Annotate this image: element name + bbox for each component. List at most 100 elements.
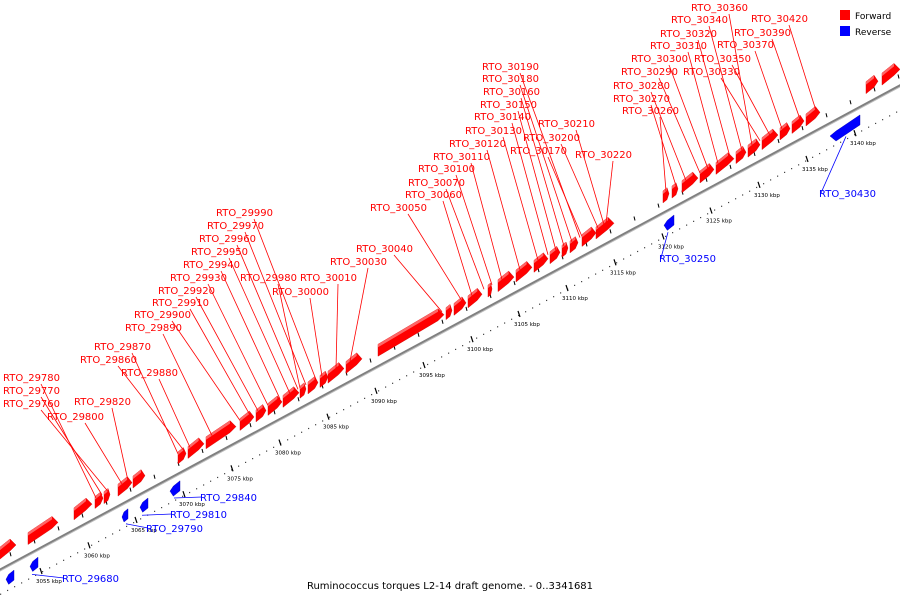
- forward-gene-label: RTO_29860: [80, 355, 137, 366]
- forward-gene-label: RTO_30060: [405, 190, 462, 201]
- forward-gene-label: RTO_30320: [660, 29, 717, 40]
- forward-label-leader: [771, 38, 801, 120]
- map-caption: Ruminococcus torques L2-14 draft genome.…: [307, 581, 593, 592]
- forward-label-leader: [520, 97, 565, 247]
- forward-gene-highlight: [882, 63, 894, 77]
- reverse-gene: [663, 214, 675, 231]
- scale-dot: [49, 567, 51, 569]
- forward-label-leader: [207, 283, 269, 406]
- forward-gene-label: RTO_30350: [694, 54, 751, 65]
- forward-gene-label: RTO_29890: [125, 323, 182, 334]
- scale-dot: [518, 314, 520, 317]
- scale-dot: [77, 552, 79, 554]
- forward-gene-highlight: [346, 352, 357, 365]
- legend: Forward Reverse: [840, 10, 892, 38]
- forward-gene-highlight: [570, 236, 576, 244]
- forward-gene-label: RTO_29980: [240, 273, 297, 284]
- forward-gene-highlight: [762, 129, 773, 141]
- forward-gene-label: RTO_30280: [613, 81, 670, 92]
- scale-dot: [385, 386, 387, 388]
- forward-gene-highlight: [188, 437, 199, 450]
- scale-dot: [21, 582, 23, 584]
- forward-label-leader: [335, 283, 339, 369]
- reverse-label-leader: [173, 496, 203, 499]
- minor-tick: [249, 422, 252, 428]
- scale-dot: [679, 228, 681, 230]
- forward-gene-label: RTO_29900: [134, 310, 191, 321]
- minor-tick: [513, 280, 516, 286]
- forward-gene-label: RTO_29880: [121, 368, 178, 379]
- scale-dot: [868, 126, 870, 128]
- forward-gene: [515, 261, 533, 283]
- forward-gene-label: RTO_30210: [538, 119, 595, 130]
- forward-gene-label: RTO_30040: [356, 244, 413, 255]
- scale-dot: [119, 529, 121, 531]
- reverse-gene-label: RTO_30250: [659, 254, 716, 265]
- forward-gene-label: RTO_30100: [418, 164, 475, 175]
- forward-gene-label: RTO_29760: [3, 399, 60, 410]
- forward-label-leader: [517, 110, 557, 251]
- scale-dot: [7, 589, 9, 592]
- scale-dot: [686, 224, 688, 226]
- reverse-gene-label: RTO_29680: [62, 574, 119, 585]
- scale-dot: [889, 115, 891, 117]
- forward-gene-label: RTO_30140: [474, 112, 531, 123]
- minor-tick: [417, 332, 420, 337]
- forward-gene-highlight: [454, 296, 462, 307]
- forward-label-leader: [708, 25, 743, 151]
- scale-tick: [853, 129, 857, 137]
- forward-label-leader: [728, 13, 753, 146]
- scale-dot: [133, 522, 135, 524]
- legend-reverse-label: Reverse: [855, 28, 892, 38]
- forward-label-leader: [455, 174, 493, 286]
- scale-dot: [826, 149, 828, 151]
- scale-dot: [420, 367, 422, 369]
- scale-dot: [322, 420, 324, 422]
- forward-gene-highlight: [268, 395, 278, 407]
- scale-tick-label: 3135 kbp: [802, 167, 828, 173]
- forward-gene-highlight: [300, 382, 304, 390]
- scale-dot: [840, 141, 842, 143]
- forward-label-leader: [277, 283, 301, 389]
- forward-gene-highlight: [133, 469, 141, 480]
- scale-dot: [105, 537, 107, 539]
- forward-gene-label: RTO_30110: [433, 152, 490, 163]
- scale-tick-label: 3095 kbp: [419, 373, 445, 379]
- forward-gene-label: RTO_30030: [330, 257, 387, 268]
- scale-dot: [392, 382, 394, 384]
- forward-label-leader: [244, 231, 307, 386]
- scale-dot: [140, 518, 142, 520]
- forward-label-leader: [658, 77, 701, 174]
- scale-dot: [490, 329, 492, 332]
- scale-dot: [623, 258, 625, 260]
- scale-tick-label: 3065 kbp: [131, 528, 157, 534]
- forward-gene-label: RTO_30010: [300, 273, 357, 284]
- scale-dot: [126, 525, 128, 528]
- forward-gene-label: RTO_30190: [482, 62, 539, 73]
- minor-tick: [225, 435, 228, 441]
- scale-tick: [134, 516, 138, 524]
- forward-gene-highlight: [240, 410, 250, 422]
- scale-dot: [476, 337, 478, 339]
- scale-dot: [42, 571, 44, 573]
- forward-label-leader: [731, 64, 771, 136]
- scale-tick-label: 3115 kbp: [610, 270, 636, 276]
- forward-gene-highlight: [792, 115, 800, 125]
- forward-label-leader: [111, 407, 129, 481]
- scale-dot: [714, 209, 716, 211]
- forward-label-leader: [407, 213, 463, 302]
- scale-dot: [532, 307, 534, 309]
- forward-gene-highlight: [28, 516, 52, 536]
- forward-gene-label: RTO_30160: [483, 87, 540, 98]
- forward-gene-label: RTO_30290: [621, 67, 678, 78]
- minor-tick: [201, 448, 204, 454]
- scale-dot: [784, 171, 786, 173]
- forward-gene-highlight: [672, 182, 676, 190]
- scale-dot: [637, 250, 639, 253]
- scale-dot: [644, 247, 646, 249]
- forward-gene-highlight: [806, 106, 816, 117]
- minor-tick: [657, 203, 660, 208]
- scale-dot: [315, 424, 317, 426]
- scale-tick-label: 3110 kbp: [562, 296, 588, 302]
- minor-tick: [729, 164, 732, 169]
